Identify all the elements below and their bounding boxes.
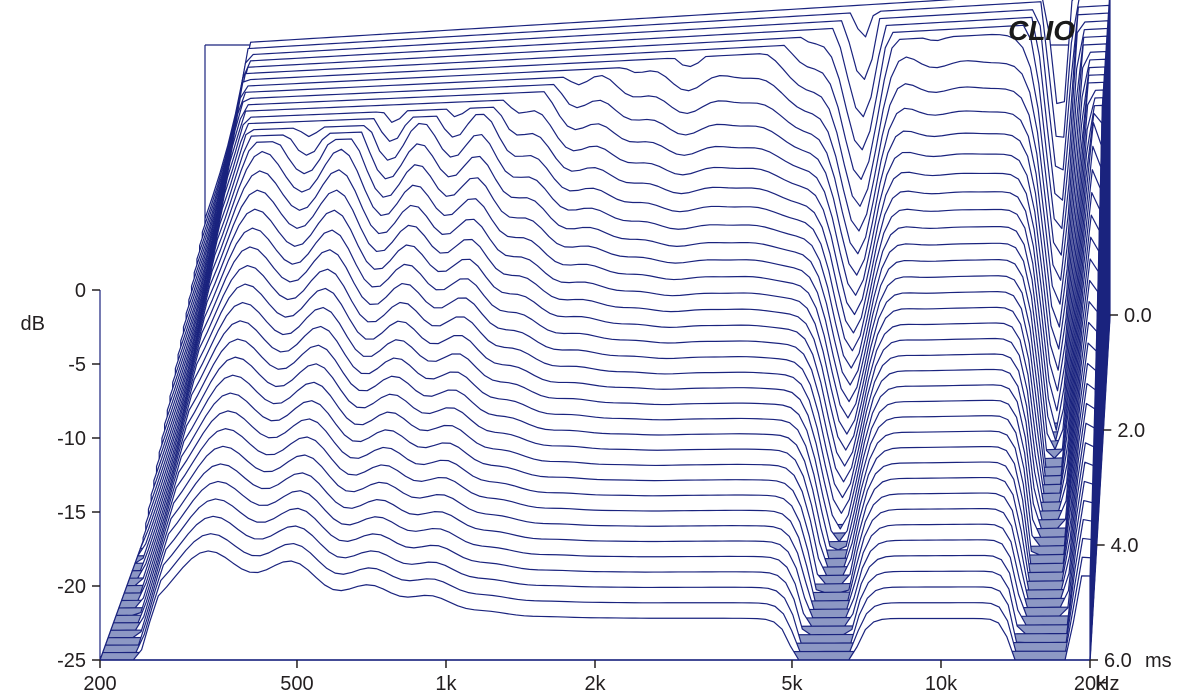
x-tick-label: 2k [584,673,606,695]
z-tick-label: 6.0 [1104,650,1132,672]
y-tick-label: -25 [57,650,86,672]
waterfall-plot: 2005001k2k5k10k20kHz0-5-10-15-20-25dB0.0… [0,0,1200,698]
x-unit: Hz [1095,673,1119,695]
x-tick-label: 1k [435,673,457,695]
y-tick-label: 0 [75,280,86,302]
y-tick-label: -5 [68,354,86,376]
z-tick-label: 4.0 [1111,535,1139,557]
brand-label: CLIO [1008,15,1075,46]
y-tick-label: -10 [57,428,86,450]
x-tick-label: 10k [925,673,958,695]
y-tick-label: -15 [57,502,86,524]
x-tick-label: 200 [83,673,116,695]
z-tick-label: 2.0 [1117,420,1145,442]
y-unit: dB [21,313,45,335]
z-tick-label: 0.0 [1124,305,1152,327]
x-tick-label: 5k [781,673,803,695]
z-unit: ms [1145,650,1172,672]
x-tick-label: 500 [280,673,313,695]
y-tick-label: -20 [57,576,86,598]
plot-svg: 2005001k2k5k10k20kHz0-5-10-15-20-25dB0.0… [0,0,1200,698]
